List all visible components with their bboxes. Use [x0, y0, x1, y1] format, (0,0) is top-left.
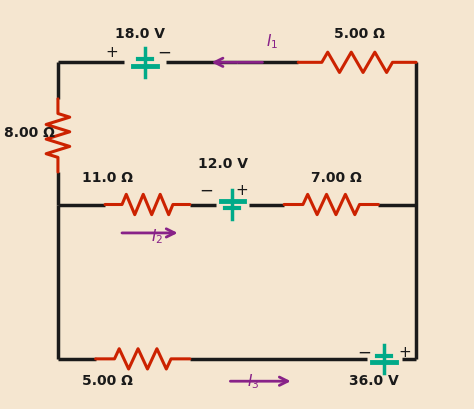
Text: $I_2$: $I_2$ — [151, 228, 163, 246]
Text: +: + — [235, 183, 248, 198]
Text: 8.00 Ω: 8.00 Ω — [4, 126, 55, 140]
Text: 7.00 Ω: 7.00 Ω — [310, 171, 361, 185]
Text: −: − — [200, 181, 213, 199]
Text: $I_3$: $I_3$ — [247, 372, 260, 391]
Text: 36.0 V: 36.0 V — [349, 374, 399, 388]
Text: 5.00 Ω: 5.00 Ω — [334, 27, 385, 41]
Text: +: + — [106, 45, 118, 60]
Text: 18.0 V: 18.0 V — [115, 27, 165, 41]
Text: $I_1$: $I_1$ — [266, 33, 278, 52]
Text: −: − — [157, 43, 171, 61]
Text: 11.0 Ω: 11.0 Ω — [82, 171, 133, 185]
Text: 5.00 Ω: 5.00 Ω — [82, 374, 133, 388]
Text: +: + — [398, 345, 410, 360]
Text: 12.0 V: 12.0 V — [198, 157, 248, 171]
Text: −: − — [357, 344, 371, 362]
